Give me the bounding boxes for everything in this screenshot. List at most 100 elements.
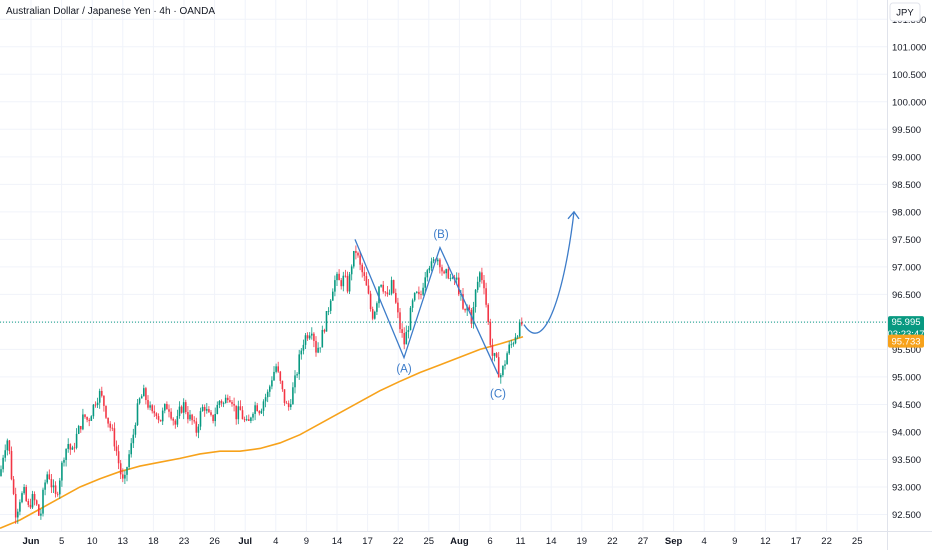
- candle-down[interactable]: [12, 475, 15, 496]
- candle-down[interactable]: [203, 404, 206, 417]
- candle-up[interactable]: [472, 301, 475, 329]
- candle-down[interactable]: [285, 400, 288, 404]
- candle-down[interactable]: [122, 468, 124, 483]
- candle-up[interactable]: [332, 288, 334, 301]
- wave-label[interactable]: (B): [433, 229, 449, 241]
- candle-up[interactable]: [4, 444, 6, 462]
- candle-down[interactable]: [420, 290, 422, 300]
- candle-down[interactable]: [287, 400, 290, 411]
- candle-down[interactable]: [145, 386, 147, 405]
- abc-pattern-line[interactable]: [354, 239, 499, 375]
- candle-up[interactable]: [451, 276, 454, 280]
- candle-down[interactable]: [384, 291, 387, 297]
- candle-down[interactable]: [235, 405, 237, 425]
- candle-down[interactable]: [180, 405, 183, 414]
- candle-down[interactable]: [279, 370, 282, 384]
- candle-down[interactable]: [29, 498, 32, 510]
- candle-down[interactable]: [340, 277, 342, 290]
- candle-up[interactable]: [428, 265, 431, 274]
- candle-up[interactable]: [353, 250, 355, 269]
- candle-down[interactable]: [33, 491, 36, 506]
- candle-down[interactable]: [369, 290, 372, 312]
- candle-up[interactable]: [136, 398, 139, 427]
- candle-down[interactable]: [344, 269, 347, 278]
- candle-down[interactable]: [229, 395, 231, 403]
- candle-up[interactable]: [512, 341, 515, 347]
- candle-up[interactable]: [350, 264, 353, 281]
- candle-down[interactable]: [256, 402, 258, 412]
- candle-up[interactable]: [329, 298, 332, 315]
- candle-up[interactable]: [126, 466, 128, 482]
- candle-up[interactable]: [199, 407, 202, 431]
- candle-up[interactable]: [479, 271, 481, 288]
- candle-down[interactable]: [392, 279, 395, 294]
- candle-up[interactable]: [224, 394, 227, 404]
- candle-down[interactable]: [367, 278, 370, 295]
- candle-down[interactable]: [88, 417, 90, 427]
- candle-up[interactable]: [298, 349, 300, 380]
- candle-up[interactable]: [182, 398, 185, 420]
- candle-down[interactable]: [168, 404, 170, 418]
- candle-down[interactable]: [220, 399, 223, 407]
- candle-down[interactable]: [277, 361, 279, 373]
- abc-pattern-drawing[interactable]: (A) (B) (C): [354, 229, 506, 401]
- candle-down[interactable]: [397, 297, 399, 319]
- candle-down[interactable]: [443, 269, 445, 275]
- candle-down[interactable]: [464, 308, 466, 313]
- candle-up[interactable]: [23, 484, 25, 495]
- candle-down[interactable]: [483, 274, 485, 295]
- candle-up[interactable]: [161, 407, 164, 426]
- candle-down[interactable]: [86, 416, 88, 423]
- candle-up[interactable]: [304, 332, 307, 350]
- candle-up[interactable]: [98, 388, 101, 409]
- candle-up[interactable]: [124, 470, 126, 485]
- candle-down[interactable]: [212, 414, 214, 424]
- currency-button[interactable]: JPY: [889, 2, 921, 22]
- candle-up[interactable]: [201, 404, 204, 412]
- candle-down[interactable]: [258, 410, 261, 416]
- candle-down[interactable]: [283, 389, 286, 406]
- candle-up[interactable]: [6, 438, 9, 456]
- candle-up[interactable]: [292, 382, 294, 405]
- candle-up[interactable]: [164, 403, 166, 414]
- candle-down[interactable]: [73, 442, 76, 453]
- candle-up[interactable]: [455, 272, 458, 285]
- price-axis[interactable]: 92.500 93.000 93.500 94.000 94.500 95.000 95.5…: [892, 15, 926, 521]
- candle-up[interactable]: [516, 335, 519, 340]
- candle-up[interactable]: [407, 325, 410, 339]
- candle-down[interactable]: [54, 481, 57, 498]
- candle-up[interactable]: [275, 363, 277, 374]
- candle-down[interactable]: [399, 308, 401, 333]
- candle-up[interactable]: [143, 384, 145, 397]
- candle-up[interactable]: [411, 298, 414, 313]
- candle-down[interactable]: [355, 245, 357, 260]
- candle-down[interactable]: [346, 271, 349, 294]
- candle-down[interactable]: [172, 417, 174, 426]
- candle-up[interactable]: [449, 273, 452, 282]
- candle-up[interactable]: [245, 415, 248, 422]
- candle-down[interactable]: [395, 288, 397, 304]
- candle-down[interactable]: [441, 264, 443, 276]
- candle-up[interactable]: [325, 310, 328, 332]
- candle-up[interactable]: [149, 401, 151, 411]
- candle-down[interactable]: [365, 272, 368, 286]
- candle-down[interactable]: [48, 469, 51, 480]
- candle-down[interactable]: [281, 380, 284, 392]
- candle-up[interactable]: [222, 401, 225, 408]
- candle-up[interactable]: [21, 491, 23, 504]
- candle-down[interactable]: [155, 412, 158, 420]
- candle-up[interactable]: [130, 438, 132, 458]
- candle-down[interactable]: [35, 499, 38, 507]
- candle-up[interactable]: [44, 479, 46, 496]
- candle-up[interactable]: [71, 445, 74, 450]
- candle-down[interactable]: [115, 440, 118, 456]
- candle-down[interactable]: [401, 323, 403, 338]
- candle-down[interactable]: [69, 443, 72, 455]
- candle-up[interactable]: [342, 271, 345, 292]
- candle-down[interactable]: [227, 394, 229, 404]
- candle-up[interactable]: [308, 332, 311, 340]
- candle-up[interactable]: [413, 292, 416, 302]
- candle-up[interactable]: [237, 400, 240, 425]
- candle-up[interactable]: [271, 376, 273, 390]
